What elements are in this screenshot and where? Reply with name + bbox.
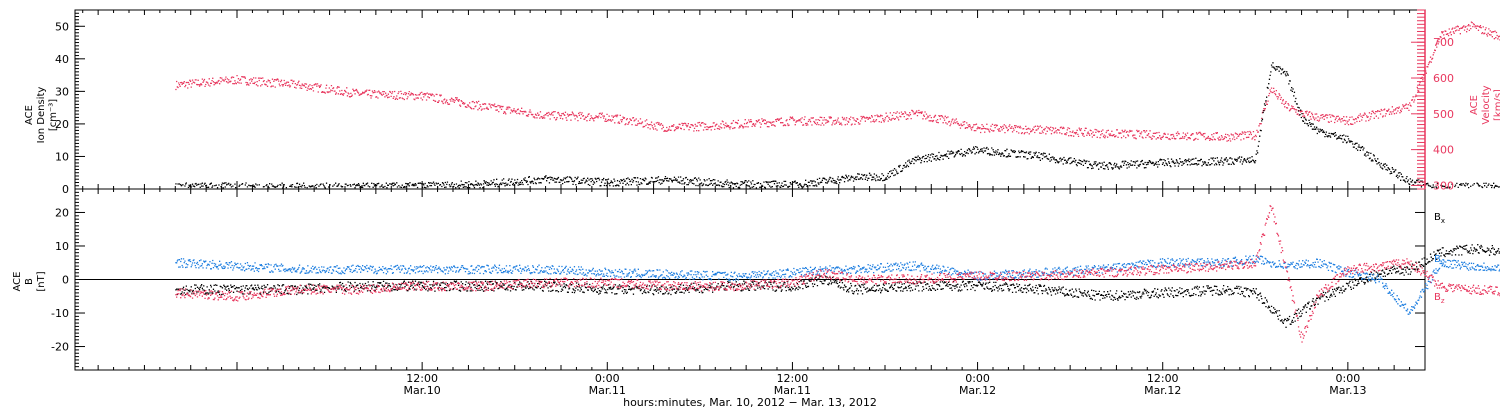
b-tick-label: 10 — [55, 240, 69, 253]
b-tick-label: 20 — [55, 206, 69, 219]
x-tick-label-date: Mar.10 — [404, 384, 441, 397]
density-axis-label: ACE — [24, 105, 35, 125]
legend-subscript: z — [1441, 297, 1445, 305]
top-left-tick-label: 10 — [55, 150, 69, 163]
x-tick-label-time: 0:00 — [1336, 372, 1361, 385]
density-points — [175, 62, 1500, 189]
x-tick-label-date: Mar.13 — [1329, 384, 1366, 397]
velocity-axis-label: ACE — [1469, 95, 1480, 115]
x-axis-caption: hours:minutes, Mar. 10, 2012 − Mar. 13, … — [623, 396, 877, 409]
velocity-axis-label: [km/s] — [1493, 89, 1500, 121]
velocity-tick-label: 600 — [1433, 72, 1454, 85]
top-left-tick-label: 30 — [55, 85, 69, 98]
x-tick-label-time: 0:00 — [595, 372, 620, 385]
bx-points — [175, 244, 1500, 328]
velocity-tick-label: 700 — [1433, 36, 1454, 49]
velocity-tick-label: 500 — [1433, 108, 1454, 121]
x-tick-label-date: Mar.12 — [1144, 384, 1181, 397]
x-tick-label-date: Mar.11 — [589, 384, 626, 397]
velocity-axis-label: Velocity — [1481, 85, 1492, 124]
x-tick-label-time: 12:00 — [777, 372, 809, 385]
b-tick-label: -20 — [51, 341, 69, 354]
legend-Bx: Bx — [1434, 212, 1445, 225]
x-tick-label-time: 12:00 — [406, 372, 438, 385]
top-left-tick-label: 0 — [62, 183, 69, 196]
legend-By: By — [1434, 254, 1445, 267]
top-left-tick-label: 40 — [55, 53, 69, 66]
b-axis-label: B — [24, 278, 35, 285]
b-axis-label: [nT] — [36, 271, 47, 291]
b-axis-label: ACE — [12, 272, 23, 292]
density-axis-label: [cm⁻³] — [48, 99, 59, 131]
b-tick-label: 0 — [62, 274, 69, 287]
legend-subscript: x — [1441, 217, 1445, 225]
top-left-tick-label: 20 — [55, 118, 69, 131]
top-left-tick-label: 50 — [55, 20, 69, 33]
x-tick-label-time: 0:00 — [965, 372, 990, 385]
b-tick-label: -10 — [51, 307, 69, 320]
x-tick-label-date: Mar.12 — [959, 384, 996, 397]
legend-subscript: y — [1441, 259, 1445, 267]
velocity-points — [175, 21, 1500, 142]
density-axis-label: Ion Density — [36, 87, 47, 144]
legend-Bz: Bz — [1434, 292, 1445, 305]
x-tick-label-date: Mar.11 — [774, 384, 811, 397]
velocity-tick-label: 400 — [1433, 144, 1454, 157]
x-tick-label-time: 12:00 — [1147, 372, 1179, 385]
by-points — [175, 254, 1500, 315]
bz-points — [175, 205, 1500, 343]
velocity-tick-label: 300 — [1433, 179, 1454, 192]
